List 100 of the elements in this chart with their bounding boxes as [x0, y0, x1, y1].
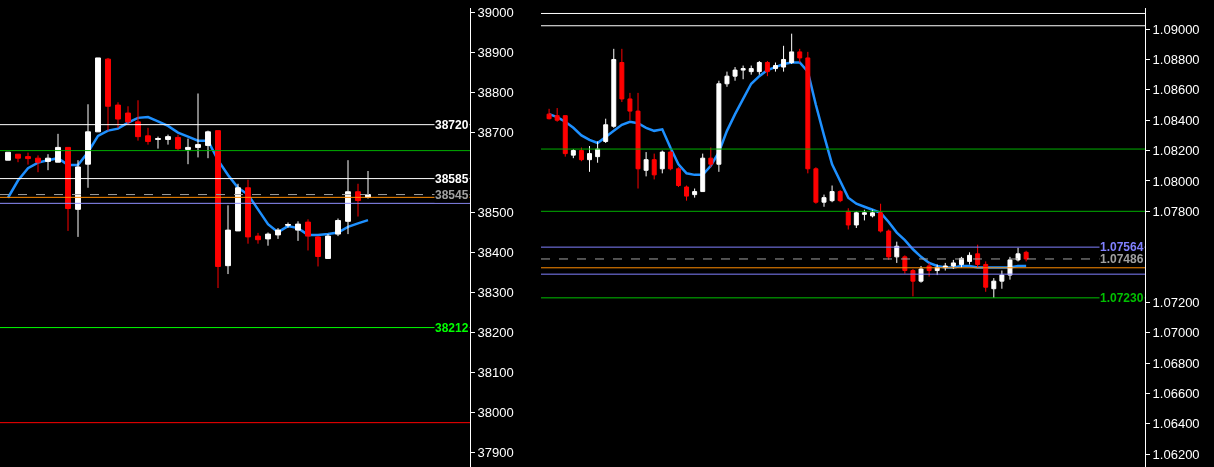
candlestick: [635, 92, 641, 190]
candlestick: [1023, 250, 1029, 262]
y-tick-label: 38000: [477, 404, 514, 420]
candlestick: [235, 183, 241, 232]
ref-line-label: 38585: [435, 172, 469, 186]
ref-line-label: 38212: [435, 321, 469, 335]
candlestick: [619, 48, 625, 103]
ref-line-label: 1.07486: [1100, 252, 1144, 266]
candlestick: [205, 130, 211, 159]
candlestick: [65, 146, 71, 232]
candlestick: [105, 57, 111, 132]
candlestick: [603, 118, 609, 144]
candlestick: [5, 151, 11, 161]
candlestick: [155, 136, 161, 150]
candlestick: [115, 101, 121, 129]
candlestick: [861, 209, 867, 221]
candlestick: [886, 229, 892, 261]
candlestick: [692, 188, 698, 199]
candlestick: [595, 140, 601, 164]
candlestick: [245, 179, 251, 245]
candlestick: [740, 65, 746, 80]
candlestick: [773, 62, 778, 73]
y-tick-label: 1.08200: [1152, 143, 1200, 159]
candlestick: [45, 153, 51, 171]
y-tick-label: 38300: [477, 284, 514, 300]
y-tick-label: 1.09000: [1152, 21, 1200, 37]
y-tick-label: 1.06400: [1152, 416, 1200, 432]
candlestick: [910, 268, 916, 297]
candlestick: [325, 233, 331, 259]
candlestick: [285, 222, 291, 229]
candlestick: [265, 232, 271, 247]
candlestick: [837, 189, 843, 203]
candlestick: [305, 218, 311, 251]
candlestick: [570, 148, 576, 159]
y-tick-label: 38700: [477, 125, 514, 141]
candlestick: [355, 183, 361, 218]
y-tick-label: 38900: [477, 45, 514, 61]
candlestick: [708, 147, 714, 168]
candlestick: [643, 151, 649, 177]
candlestick: [983, 260, 989, 293]
y-tick-label: 1.07000: [1152, 325, 1200, 341]
candlestick: [805, 51, 811, 174]
y-tick-label: 1.07800: [1152, 203, 1200, 219]
candlestick: [918, 265, 924, 284]
y-tick-label: 38100: [477, 364, 514, 380]
candlestick: [700, 153, 706, 193]
candlestick: [675, 166, 681, 188]
ref-line-label: 38720: [435, 118, 469, 132]
candlestick: [724, 71, 730, 88]
candlestick: [215, 130, 221, 289]
y-tick-label: 1.06800: [1152, 355, 1200, 371]
candlestick: [275, 227, 281, 240]
candlestick: [175, 134, 181, 152]
y-tick-label: 1.07200: [1152, 294, 1200, 310]
candlestick: [748, 65, 754, 76]
candlestick: [667, 150, 673, 171]
candlestick: [659, 150, 665, 174]
candlestick: [789, 33, 795, 65]
candlestick: [1015, 247, 1021, 262]
y-tick-label: 39000: [477, 5, 514, 21]
candlestick: [35, 154, 41, 173]
candlestick: [611, 48, 617, 129]
candlestick: [781, 45, 787, 73]
candlestick: [225, 204, 231, 275]
y-tick-label: 1.08000: [1152, 173, 1200, 189]
candlestick: [651, 153, 657, 180]
candlestick: [878, 203, 884, 234]
candlestick: [967, 251, 973, 265]
candlestick: [627, 92, 633, 121]
candlestick: [870, 209, 875, 218]
candlestick: [684, 185, 690, 202]
candlestick: [55, 133, 61, 163]
candlestick: [716, 80, 722, 173]
candlestick: [756, 60, 762, 76]
candlestick: [165, 134, 171, 146]
y-tick-label: 38500: [477, 205, 514, 221]
y-tick-label: 38800: [477, 85, 514, 101]
candlestick: [578, 147, 584, 162]
candlestick: [829, 185, 835, 203]
y-tick-label: 1.06200: [1152, 446, 1200, 462]
y-tick-label: 37900: [477, 444, 514, 460]
candlestick: [15, 153, 21, 163]
ref-line-label: 1.07564: [1100, 240, 1144, 254]
candlestick: [813, 166, 819, 205]
candlestick: [587, 145, 592, 173]
y-tick-label: 1.08800: [1152, 52, 1200, 68]
candlestick: [853, 210, 859, 229]
candlestick: [25, 152, 31, 166]
y-tick-label: 1.08400: [1152, 112, 1200, 128]
y-tick-label: 1.08600: [1152, 82, 1200, 98]
candlestick: [797, 48, 803, 64]
candlestick: [546, 108, 552, 120]
candlestick: [554, 107, 560, 123]
candlestick: [845, 207, 851, 231]
candlestick: [764, 60, 770, 77]
candlestick: [185, 138, 191, 165]
y-tick-label: 38200: [477, 324, 514, 340]
candlestick: [295, 220, 301, 242]
y-tick-label: 38400: [477, 245, 514, 261]
candlestick: [950, 259, 956, 270]
